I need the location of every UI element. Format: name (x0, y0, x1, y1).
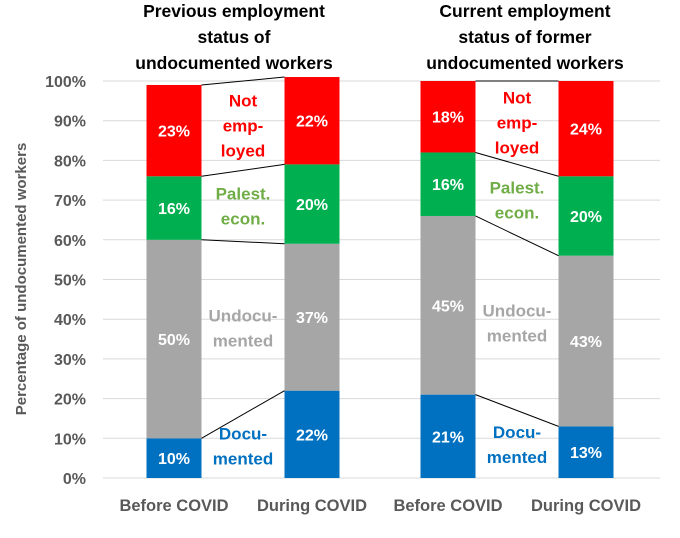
y-tick-label: 10% (54, 431, 86, 448)
y-tick-label: 0% (63, 471, 86, 488)
y-tick-label: 30% (54, 352, 86, 369)
x-category-label: During COVID (257, 497, 367, 515)
chart-root: 0% 10% 20% 30% 40% 50% 60% 70% 80% 90% 100% Percent… (0, 0, 680, 538)
data-label: 24% (570, 122, 602, 139)
data-label: 21% (432, 429, 464, 446)
data-label: 22% (296, 427, 328, 444)
segment-label: Undocu-mented (209, 307, 278, 351)
data-label: 43% (570, 334, 602, 351)
segment-label: Undocu-mented (483, 302, 552, 346)
data-label: 20% (570, 209, 602, 226)
segment-label: Not emp-loyed (495, 89, 539, 158)
data-label: 18% (432, 110, 464, 127)
data-label: 22% (296, 114, 328, 131)
y-tick-label: 90% (54, 114, 86, 131)
data-label: 23% (158, 124, 190, 141)
y-axis-title: Percentage of undocumented workers (13, 143, 30, 416)
x-category-label: Before COVID (119, 497, 228, 515)
y-tick-label: 80% (54, 153, 86, 170)
panel-title: Previous employment status of undocumented… (135, 1, 333, 73)
panel-title: Current employment status of former undocu… (426, 1, 624, 73)
segment-label: Docu-mented (487, 423, 547, 467)
data-label: 16% (158, 201, 190, 218)
y-tick-label: 40% (54, 312, 86, 329)
y-tick-label: 70% (54, 193, 86, 210)
data-label: 37% (296, 310, 328, 327)
connector-line (202, 164, 285, 176)
data-label: 20% (296, 197, 328, 214)
data-label: 16% (432, 177, 464, 194)
y-tick-label: 20% (54, 392, 86, 409)
data-label: 45% (432, 298, 464, 315)
stacked-bar-chart: 0% 10% 20% 30% 40% 50% 60% 70% 80% 90% 100% Percent… (0, 0, 680, 538)
connector-line (202, 240, 285, 244)
x-category-label: Before COVID (393, 497, 502, 515)
connector-line (476, 395, 559, 427)
segment-label: Palest. econ. (216, 185, 271, 229)
segment-label: Docu-mented (213, 425, 273, 469)
data-label: 50% (158, 332, 190, 349)
segment-label: Not emp-loyed (221, 92, 265, 161)
data-label: 10% (158, 451, 190, 468)
y-tick-label: 50% (54, 273, 86, 290)
y-tick-label: 100% (45, 74, 86, 91)
x-category-label: During COVID (531, 497, 641, 515)
data-label: 13% (570, 445, 602, 462)
y-tick-label: 60% (54, 233, 86, 250)
